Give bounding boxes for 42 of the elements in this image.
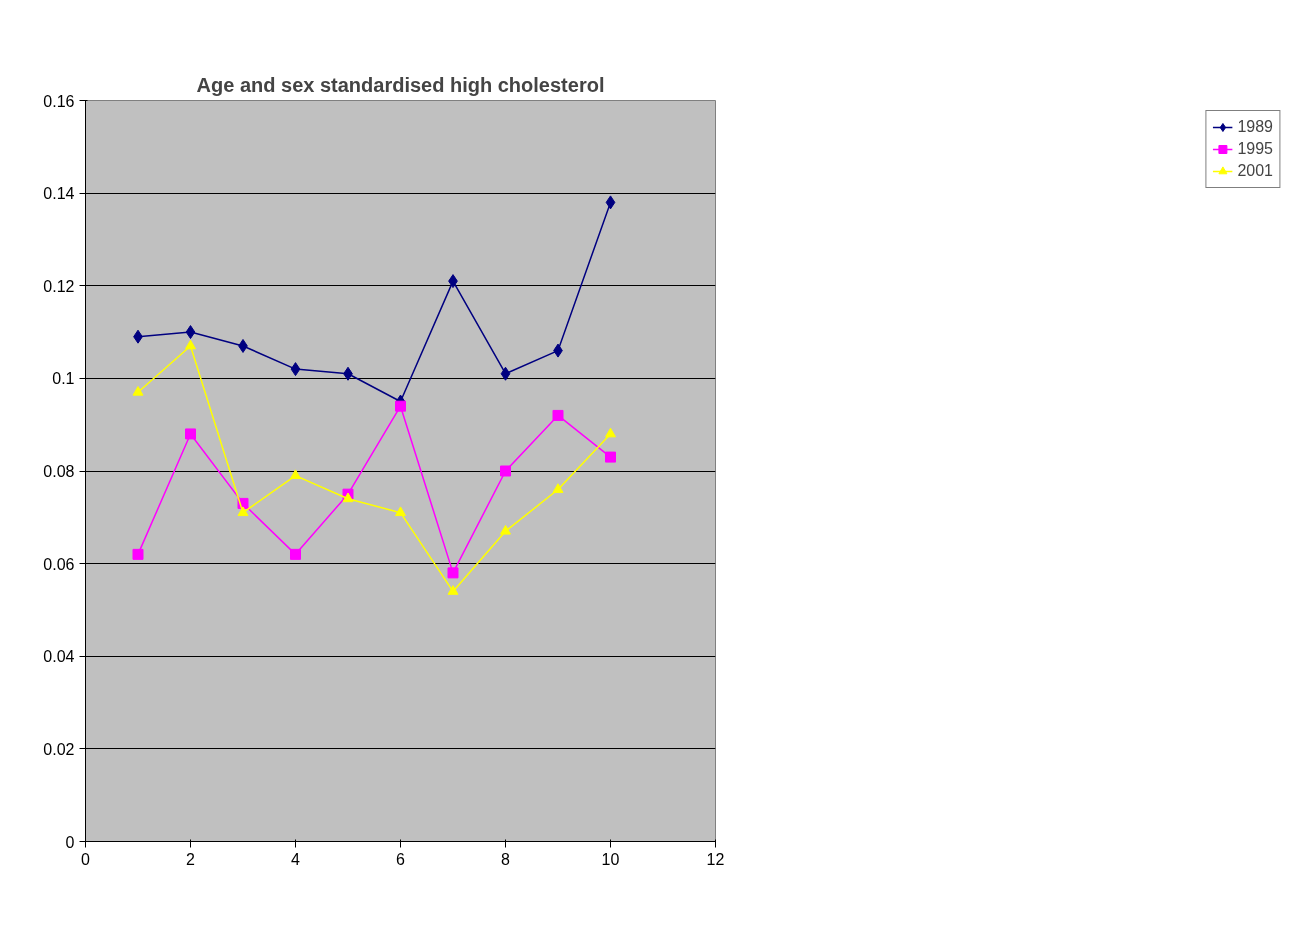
point [132,386,144,396]
x-tick-label: 6 [396,850,406,868]
point [290,548,301,560]
y-tick-label: 0.14 [43,185,75,203]
point [552,409,564,421]
point [447,567,459,579]
y-tick-label: 0.08 [43,463,75,480]
y-tick-label: 0 [65,833,75,851]
y-tick-label: 0.12 [43,277,75,295]
point [185,339,196,350]
y-tick-label: 0.02 [43,740,75,758]
point [395,400,406,412]
point [185,325,196,340]
point [552,483,564,493]
x-tick-label: 4 [291,850,301,868]
point [605,451,616,463]
point [500,366,511,381]
point [342,492,354,503]
y-tick-label: 0.16 [43,92,75,110]
x-tick-label: 10 [601,850,620,868]
point [500,465,511,477]
point [290,362,301,377]
x-tick-label: 12 [706,850,725,868]
x-tick-label: 2 [186,850,196,868]
point [237,506,249,517]
legend-label: 2001 [1237,162,1273,180]
x-tick-label: 8 [501,850,511,868]
point [500,524,511,535]
point [605,195,616,210]
point [185,428,196,440]
point [132,548,144,560]
x-tick-label: 0 [81,850,91,868]
legend-label: 1995 [1237,140,1273,158]
chart-title: Age and sex standardised high cholesterol [196,73,605,96]
point [395,506,406,517]
point [447,585,459,595]
point [605,427,616,438]
point [290,469,301,480]
y-tick-label: 0.1 [52,370,75,388]
legend-label: 1989 [1237,118,1273,136]
y-tick-label: 0.04 [43,648,75,666]
y-tick-label: 0.06 [43,555,75,573]
